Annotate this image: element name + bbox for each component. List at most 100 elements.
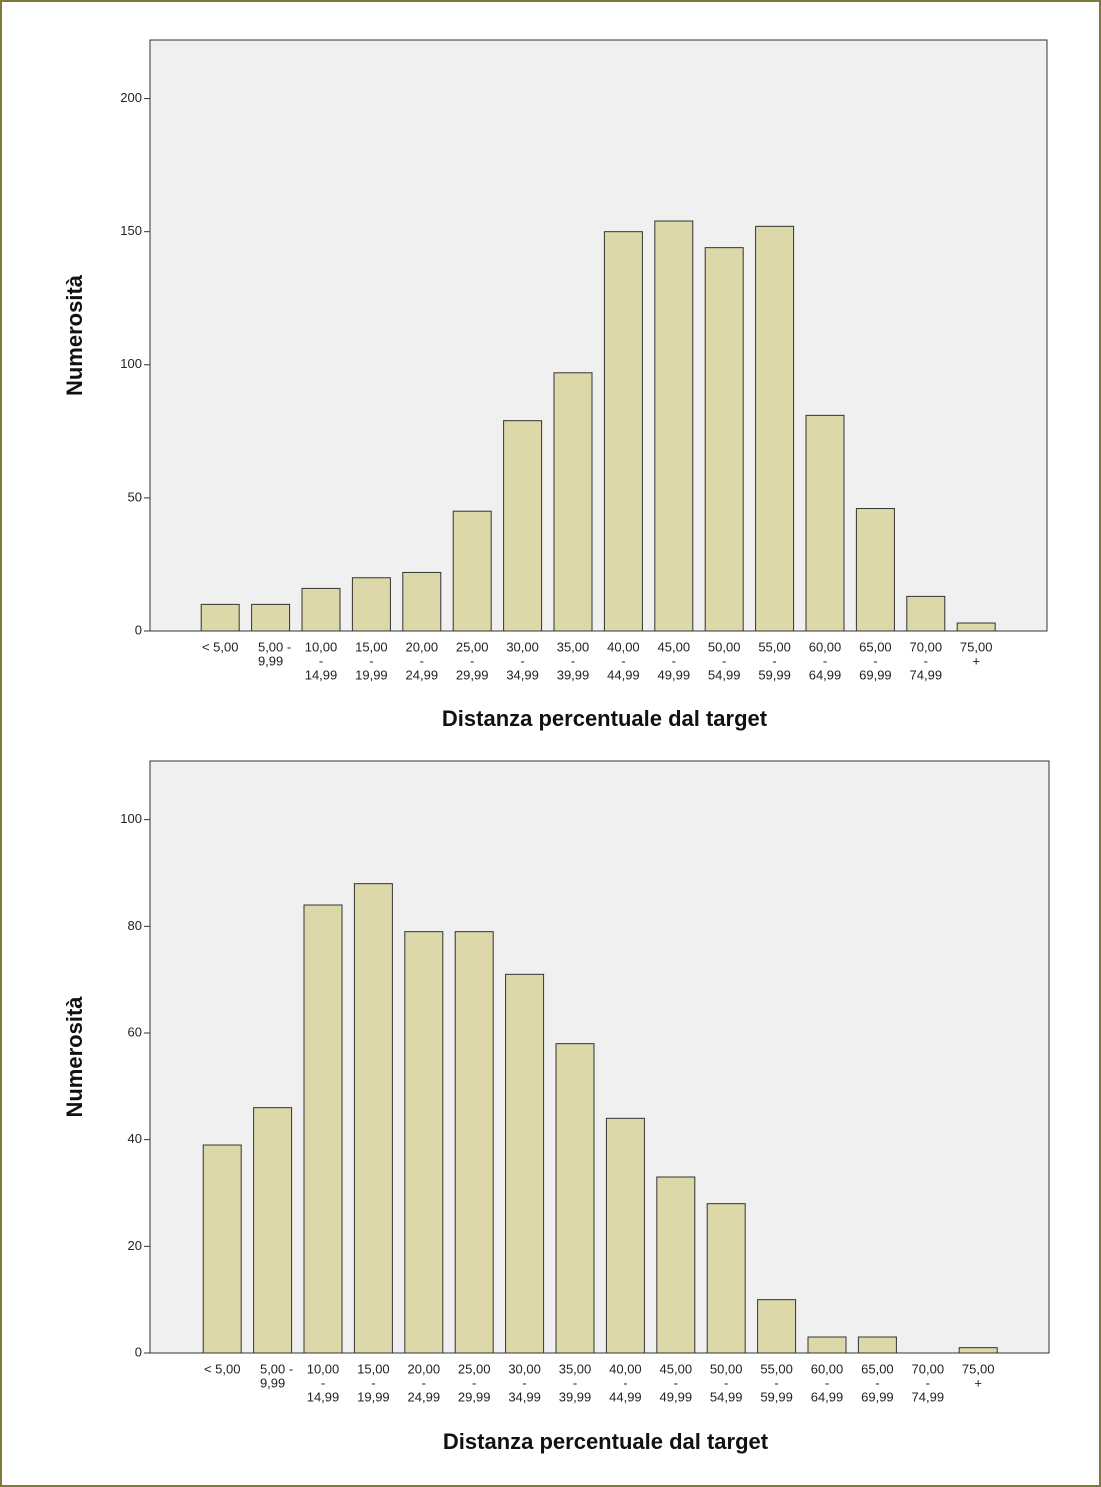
x-tick-label: -	[674, 1375, 678, 1390]
y-axis-title: Numerosità	[62, 996, 87, 1118]
x-tick-label: -	[470, 653, 474, 668]
bar	[706, 1203, 746, 1354]
x-tick-label: 15,00	[357, 1361, 390, 1376]
x-tick-label: -	[371, 1375, 375, 1390]
x-tick-label: -	[571, 653, 575, 668]
x-tick-label: 34,99	[508, 1389, 541, 1404]
x-tick-label: 25,00	[458, 1361, 491, 1376]
x-tick-label: -	[319, 653, 323, 668]
x-tick-label: 59,99	[760, 1389, 793, 1404]
x-tick-label: -	[772, 653, 776, 668]
bar	[805, 414, 845, 632]
bar	[253, 1107, 293, 1354]
x-tick-label: 59,99	[758, 667, 791, 682]
x-tick-label: 19,99	[357, 1389, 390, 1404]
bar	[704, 247, 744, 632]
x-tick-label: 44,99	[609, 1389, 642, 1404]
bar	[505, 973, 545, 1354]
x-tick-label: 55,00	[758, 639, 791, 654]
x-tick-label: 24,99	[406, 667, 439, 682]
y-tick-label: 50	[128, 489, 142, 504]
x-tick-label: -	[369, 653, 373, 668]
x-tick-label: 35,00	[557, 639, 590, 654]
x-tick-label: 24,99	[408, 1389, 441, 1404]
x-tick-label: 39,99	[557, 667, 590, 682]
x-axis-title: Distanza percentuale dal target	[443, 1429, 769, 1454]
x-tick-label: 64,99	[809, 667, 842, 682]
plot-area	[149, 39, 1048, 632]
x-tick-label: 39,99	[559, 1389, 592, 1404]
x-tick-label: -	[722, 653, 726, 668]
x-tick-label: 49,99	[658, 667, 691, 682]
x-tick-label: 10,00	[305, 639, 338, 654]
bar	[402, 571, 442, 632]
x-tick-label: 69,99	[861, 1389, 894, 1404]
bar	[353, 883, 393, 1354]
y-axis-title: Numerosità	[62, 274, 87, 396]
bar	[454, 931, 494, 1354]
y-tick-labels: 0 20 40 60 80 100	[120, 811, 142, 1359]
bar	[553, 372, 593, 632]
bar	[654, 220, 694, 632]
x-tick-label: 60,00	[811, 1361, 844, 1376]
x-tick-label: -	[724, 1375, 728, 1390]
bar	[906, 595, 946, 632]
x-tick-label: 20,00	[406, 639, 439, 654]
x-tick-label: 64,99	[811, 1389, 844, 1404]
x-tick-label: -	[321, 1375, 325, 1390]
x-tick-label: 45,00	[660, 1361, 693, 1376]
x-axis-title: Distanza percentuale dal target	[442, 706, 768, 731]
x-tick-label: 75,00	[960, 639, 993, 654]
y-tick-label: 20	[128, 1238, 142, 1253]
x-tick-label: -	[924, 653, 928, 668]
x-tick-label: -	[926, 1375, 930, 1390]
y-tick-label: 100	[120, 356, 142, 371]
x-tick-label: +	[974, 1375, 982, 1390]
plot-area	[149, 760, 1050, 1354]
x-tick-label: 9,99	[258, 653, 283, 668]
y-tick-label: 100	[120, 811, 142, 826]
bar	[452, 510, 492, 632]
x-tick-label: 69,99	[859, 667, 892, 682]
bar	[603, 231, 643, 632]
x-tick-label: 70,00	[912, 1361, 945, 1376]
x-tick-label: 14,99	[305, 667, 338, 682]
y-tick-label: 60	[128, 1024, 142, 1039]
x-tick-label: 49,99	[660, 1389, 693, 1404]
x-tick-label: 5,00 -	[260, 1361, 293, 1376]
x-tick-label: 50,00	[710, 1361, 743, 1376]
x-tick-label: 20,00	[408, 1361, 441, 1376]
x-tick-label: -	[621, 653, 625, 668]
x-tick-label: 35,00	[559, 1361, 592, 1376]
x-tick-label: < 5,00	[202, 639, 239, 654]
x-tick-label: 45,00	[658, 639, 691, 654]
bar	[755, 225, 795, 632]
bar	[251, 603, 291, 632]
x-tick-label: 44,99	[607, 667, 640, 682]
x-tick-label: -	[873, 653, 877, 668]
x-tick-label: -	[623, 1375, 627, 1390]
y-tick-label: 80	[128, 918, 142, 933]
x-tick-label: 55,00	[760, 1361, 793, 1376]
x-tick-label: 54,99	[708, 667, 741, 682]
bar	[807, 1336, 847, 1354]
bar	[956, 622, 996, 632]
x-tick-label: 50,00	[708, 639, 741, 654]
y-tick-label: 40	[128, 1131, 142, 1146]
x-tick-label: 10,00	[307, 1361, 340, 1376]
bar	[301, 587, 341, 632]
x-tick-label: 70,00	[910, 639, 943, 654]
x-tick-label: -	[875, 1375, 879, 1390]
bar	[555, 1043, 595, 1354]
x-tick-label: -	[420, 653, 424, 668]
x-tick-label: 74,99	[912, 1389, 945, 1404]
bar	[503, 420, 543, 632]
x-tick-label: 60,00	[809, 639, 842, 654]
x-tick-label: -	[672, 653, 676, 668]
x-tick-label: < 5,00	[204, 1361, 241, 1376]
x-tick-label: 30,00	[506, 639, 539, 654]
bar	[202, 1144, 242, 1354]
x-tick-label: 30,00	[508, 1361, 541, 1376]
x-tick-label: 40,00	[609, 1361, 642, 1376]
